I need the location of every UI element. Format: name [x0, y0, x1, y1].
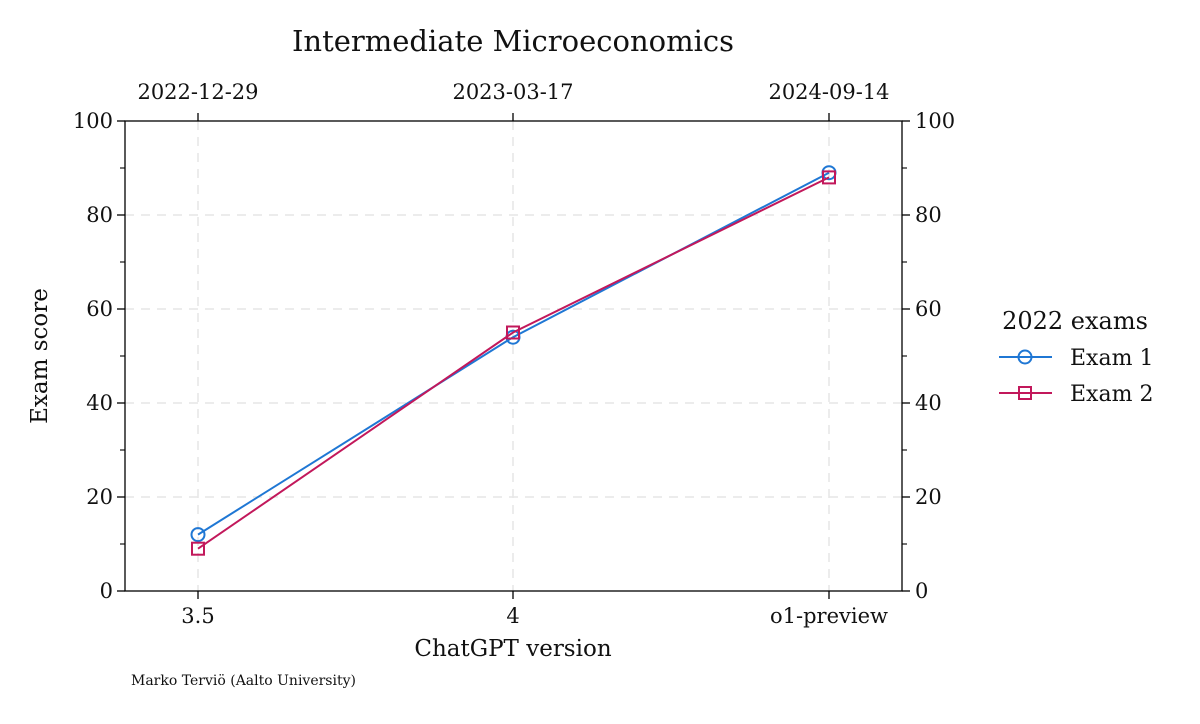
- legend-label: Exam 1: [1070, 346, 1153, 371]
- legend-marker: [1018, 386, 1032, 400]
- y-tick-label-left: 20: [86, 485, 113, 509]
- y-tick-label-left: 80: [86, 203, 113, 227]
- y-tick-label-left: 40: [86, 391, 113, 415]
- y-tick-label-right: 0: [915, 579, 928, 603]
- y-tick-label-right: 80: [915, 203, 942, 227]
- top-date-label: 2022-12-29: [137, 80, 258, 104]
- author-credit: Marko Terviö (Aalto University): [131, 673, 356, 689]
- data-point: [190, 527, 206, 543]
- legend-title: 2022 exams: [1002, 307, 1148, 335]
- y-tick-label-right: 60: [915, 297, 942, 321]
- legend: 2022 exams Exam 1 Exam 2: [999, 307, 1153, 407]
- x-tick-label: 3.5: [181, 604, 214, 628]
- y-tick-label-left: 100: [73, 109, 113, 133]
- x-tick-label: o1-preview: [770, 604, 888, 628]
- legend-item: Exam 2: [999, 382, 1153, 407]
- top-date-label: 2024-09-14: [768, 80, 889, 104]
- y-tick-label-left: 0: [100, 579, 113, 603]
- legend-item: Exam 1: [999, 346, 1153, 371]
- x-tick-label: 4: [506, 604, 519, 628]
- series-line: [197, 171, 830, 536]
- data-point: [506, 325, 520, 340]
- series-2: [191, 170, 836, 556]
- legend-marker: [1017, 349, 1033, 365]
- y-tick-label-right: 40: [915, 391, 942, 415]
- chart-title: Intermediate Microeconomics: [292, 24, 734, 58]
- legend-label: Exam 2: [1070, 382, 1153, 407]
- y-tick-label-right: 100: [915, 109, 955, 133]
- grid-layer: [125, 121, 902, 591]
- series-line: [197, 176, 830, 550]
- series-layer: [190, 165, 837, 556]
- y-axis-title: Exam score: [27, 288, 53, 424]
- axis-layer: 0 0 20 20 40 40 60 60 80 80 100 100 3.5 4 o1-preview 20…: [73, 80, 955, 628]
- data-point: [822, 170, 836, 185]
- top-date-label: 2023-03-17: [452, 80, 573, 104]
- x-axis-title: ChatGPT version: [414, 636, 611, 662]
- y-tick-label-right: 20: [915, 485, 942, 509]
- y-tick-label-left: 60: [86, 297, 113, 321]
- data-point: [191, 541, 205, 556]
